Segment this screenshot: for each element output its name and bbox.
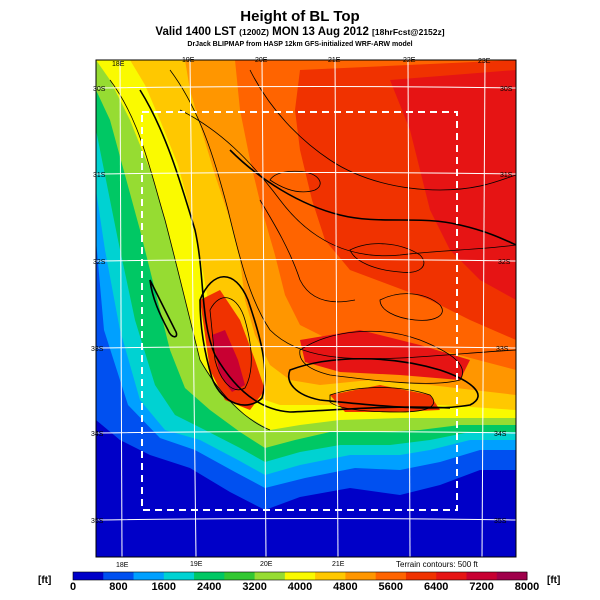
map-field [96, 60, 516, 557]
lon-label-bottom: 18E [116, 562, 129, 569]
map-subtitle: Valid 1400 LST (1200Z) MON 13 Aug 2012 [… [0, 26, 600, 38]
colorbar-tick-label: 7200 [469, 581, 493, 593]
lat-label-right: 35S [494, 518, 507, 525]
mountain-patch-2 [212, 330, 245, 392]
lon-label-top: 23E [478, 58, 491, 65]
colorbar-tick-label: 6400 [424, 581, 448, 593]
colorbar-swatch [466, 572, 498, 580]
lat-label-right: 31S [500, 172, 513, 179]
colorbar: 0 800 1600 2400 3200 4000 4800 5600 6400 7200 8000 [70, 571, 539, 593]
colorbar-tick-label: 3200 [242, 581, 266, 593]
lat-label-right: 32S [498, 259, 511, 266]
forecast-info: [18hrFcst@2152z] [372, 27, 445, 37]
colorbar-tick-label: 4800 [333, 581, 357, 593]
colorbar-swatch [345, 572, 377, 580]
model-credit: DrJack BLIPMAP from HASP 12km GFS-initia… [187, 41, 413, 48]
colorbar-swatch [254, 572, 286, 580]
valid-time: Valid 1400 LST [155, 26, 236, 38]
lat-label-right: 34S [494, 431, 507, 438]
colorbar-swatch [163, 572, 195, 580]
colorbar-swatch [103, 572, 135, 580]
colorbar-tick-label: 0 [70, 581, 76, 593]
lat-label-left: 33S [91, 346, 104, 353]
grid-labels: 18E 19E 20E 21E 22E 23E 18E 19E 20E 21E … [91, 57, 513, 569]
mountain-patch-3 [300, 330, 470, 380]
colorbar-swatch [73, 572, 104, 580]
lon-label-bottom: 21E [332, 561, 345, 568]
lat-label-left: 34S [91, 431, 104, 438]
lon-label-top: 18E [112, 61, 125, 68]
colorbar-swatch [224, 572, 256, 580]
map-frame [95, 59, 517, 558]
colorbar-swatch [405, 572, 437, 580]
colorbar-swatch [436, 572, 467, 580]
colorbar-tick-label: 4000 [288, 581, 312, 593]
lon-label-top: 19E [182, 57, 195, 64]
lon-label-top: 20E [255, 57, 268, 64]
colorbar-swatch [133, 572, 165, 580]
colorbar-unit-left: [ft] [38, 575, 52, 586]
colorbar-swatch [284, 572, 316, 580]
lat-label-left: 32S [93, 259, 106, 266]
colorbar-tick-label: 2400 [197, 581, 221, 593]
colorbar-tick-label: 800 [109, 581, 127, 593]
lat-label-right: 30S [500, 86, 513, 93]
mountain-patch-4 [330, 385, 440, 412]
colorbar-swatch [496, 572, 528, 580]
map-title: Height of BL Top [240, 8, 360, 25]
lat-label-left: 31S [93, 172, 106, 179]
lat-lon-grid [96, 60, 516, 557]
colorbar-swatch [315, 572, 346, 580]
lat-label-left: 30S [93, 86, 106, 93]
terrain-contour-note: Terrain contours: 500 ft [396, 560, 478, 569]
utc-time: (1200Z) [239, 27, 269, 37]
colorbar-swatch [375, 572, 407, 580]
colorbar-unit-right: [ft] [547, 575, 561, 586]
lon-label-bottom: 19E [190, 561, 203, 568]
lon-label-top: 21E [328, 57, 341, 64]
lat-label-left: 35S [91, 518, 104, 525]
colorbar-frame [72, 571, 528, 581]
lon-label-bottom: 20E [260, 561, 273, 568]
lon-label-top: 22E [403, 57, 416, 64]
colorbar-tick-label: 8000 [515, 581, 539, 593]
colorbar-tick-label: 5600 [379, 581, 403, 593]
valid-date: MON 13 Aug 2012 [272, 26, 369, 38]
colorbar-tick-label: 1600 [152, 581, 176, 593]
colorbar-swatch [194, 572, 225, 580]
inner-domain-box [141, 111, 458, 511]
lat-label-right: 33S [496, 346, 509, 353]
